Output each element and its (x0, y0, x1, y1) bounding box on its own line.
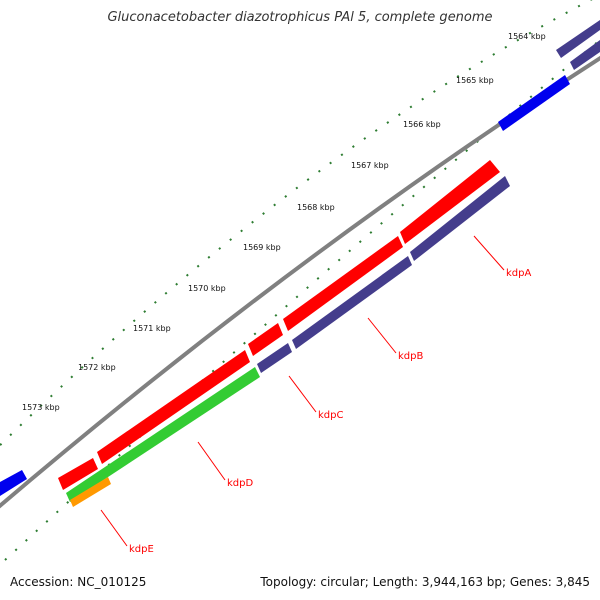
feature-blue-left (0, 470, 27, 496)
feature-blue-1565 (498, 75, 570, 131)
accession-label: Accession: NC_010125 (10, 575, 147, 589)
feature-red-kdpE (58, 458, 98, 490)
feature-red-kdpC (248, 323, 283, 356)
feature-red-kdpA (400, 160, 500, 244)
feature-green-kdpD (66, 367, 260, 502)
feature-orange-kdpE (70, 477, 111, 507)
feature-purple-kdpB (292, 256, 412, 349)
gene-label-kdpA: kdpA (506, 268, 531, 279)
tick-label-1565: 1565 kbp (456, 76, 494, 85)
feature-red-kdpB (283, 236, 403, 331)
inner-strand-features (66, 176, 510, 507)
tick-label-1568: 1568 kbp (297, 203, 335, 212)
tick-label-1573: 1573 kbp (22, 403, 60, 412)
genome-summary: Topology: circular; Length: 3,944,163 bp… (260, 575, 590, 589)
tick-labels: 1564 kbp 1565 kbp 1566 kbp 1567 kbp 1568… (22, 32, 546, 412)
tick-label-1569: 1569 kbp (243, 243, 281, 252)
tick-label-1566: 1566 kbp (403, 120, 441, 129)
tick-label-1571: 1571 kbp (133, 324, 171, 333)
gene-label-lines (100, 235, 505, 547)
feature-purple-kdpA (410, 176, 510, 261)
gene-label-kdpB: kdpB (398, 351, 423, 362)
gene-label-kdpD: kdpD (227, 478, 253, 489)
feature-purple-1564 (556, 20, 600, 58)
feature-purple-1564b (570, 40, 600, 70)
feature-red-kdpD (97, 350, 250, 464)
outer-tick-ring (0, 0, 593, 447)
outer-strand-features (0, 20, 600, 496)
gene-label-kdpE: kdpE (129, 544, 154, 555)
tick-label-1570: 1570 kbp (188, 284, 226, 293)
tick-label-1567: 1567 kbp (351, 161, 389, 170)
tick-label-1572: 1572 kbp (78, 363, 116, 372)
feature-purple-kdpC (257, 343, 292, 373)
gene-label-kdpC: kdpC (318, 410, 343, 421)
genome-title: Gluconacetobacter diazotrophicus PAl 5, … (107, 10, 493, 25)
gene-labels: kdpA kdpB kdpC kdpD kdpE (129, 268, 531, 555)
tick-label-1564: 1564 kbp (508, 32, 546, 41)
